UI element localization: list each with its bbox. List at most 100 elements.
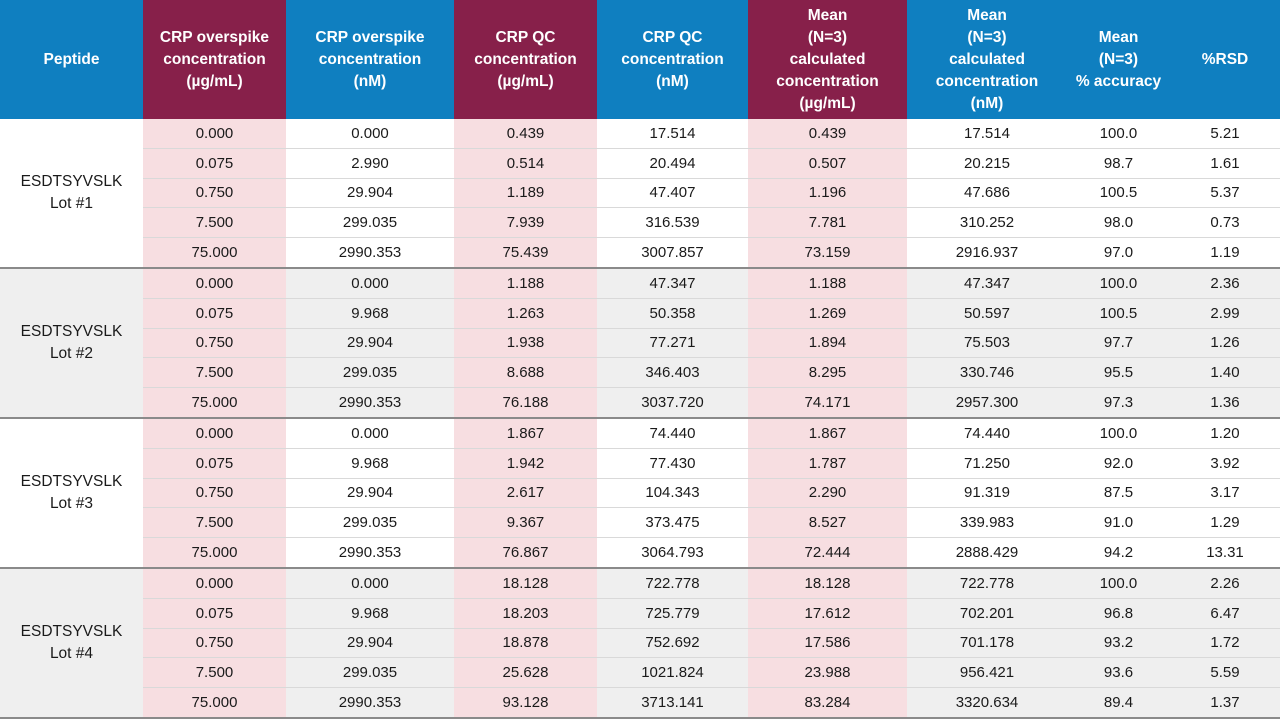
peptide-name: ESDTSYVSLK <box>20 172 123 190</box>
cell-mean-nm: 50.597 <box>907 298 1067 329</box>
cell-mean-ugml: 1.269 <box>748 298 907 329</box>
table-row: 75.000 2990.353 75.439 3007.857 73.159 2… <box>0 237 1280 269</box>
header-line: concentration <box>474 50 577 68</box>
header-line: Mean <box>1098 28 1139 46</box>
cell-qc-ugml: 25.628 <box>454 657 597 689</box>
header-line: concentration <box>935 72 1039 90</box>
cell-overspike-ugml: 7.500 <box>143 207 286 239</box>
cell-qc-ugml: 1.942 <box>454 448 597 479</box>
header-line: (nM) <box>970 94 1004 112</box>
header-line: Mean <box>807 6 848 24</box>
cell-overspike-nm: 2990.353 <box>286 237 454 269</box>
cell-accuracy: 100.5 <box>1067 298 1170 329</box>
cell-accuracy: 87.5 <box>1067 478 1170 509</box>
peptide-cell: ESDTSYVSLK Lot #4 <box>0 567 143 719</box>
cell-overspike-ugml: 0.750 <box>143 478 286 509</box>
header-line: (N=3) <box>967 28 1007 46</box>
cell-overspike-nm: 9.968 <box>286 598 454 629</box>
cell-qc-nm: 1021.824 <box>597 657 748 689</box>
table-row: 0.075 9.968 1.942 77.430 1.787 71.250 92… <box>0 448 1280 479</box>
cell-accuracy: 93.2 <box>1067 628 1170 659</box>
cell-rsd: 1.26 <box>1170 328 1280 359</box>
cell-mean-nm: 722.778 <box>907 567 1067 599</box>
cell-accuracy: 92.0 <box>1067 448 1170 479</box>
peptide-cell: ESDTSYVSLK Lot #3 <box>0 417 143 569</box>
cell-qc-nm: 47.347 <box>597 267 748 299</box>
header-line: CRP QC <box>495 28 556 46</box>
cell-qc-ugml: 7.939 <box>454 207 597 239</box>
cell-rsd: 3.17 <box>1170 478 1280 509</box>
cell-overspike-ugml: 0.075 <box>143 148 286 179</box>
cell-qc-nm: 77.271 <box>597 328 748 359</box>
cell-qc-ugml: 1.263 <box>454 298 597 329</box>
cell-mean-nm: 310.252 <box>907 207 1067 239</box>
cell-accuracy: 94.2 <box>1067 537 1170 569</box>
cell-mean-ugml: 23.988 <box>748 657 907 689</box>
cell-qc-nm: 74.440 <box>597 417 748 449</box>
cell-overspike-nm: 0.000 <box>286 267 454 299</box>
cell-overspike-nm: 9.968 <box>286 448 454 479</box>
cell-rsd: 1.29 <box>1170 507 1280 539</box>
cell-mean-ugml: 74.171 <box>748 387 907 419</box>
cell-accuracy: 100.0 <box>1067 417 1170 449</box>
cell-accuracy: 97.7 <box>1067 328 1170 359</box>
cell-overspike-ugml: 0.075 <box>143 298 286 329</box>
cell-mean-nm: 702.201 <box>907 598 1067 629</box>
cell-accuracy: 100.0 <box>1067 567 1170 599</box>
cell-overspike-ugml: 0.000 <box>143 267 286 299</box>
header-rsd: %RSD <box>1170 0 1280 119</box>
cell-mean-ugml: 7.781 <box>748 207 907 239</box>
cell-accuracy: 98.0 <box>1067 207 1170 239</box>
cell-accuracy: 96.8 <box>1067 598 1170 629</box>
cell-qc-ugml: 18.128 <box>454 567 597 599</box>
cell-accuracy: 97.3 <box>1067 387 1170 419</box>
cell-rsd: 5.37 <box>1170 178 1280 209</box>
header-mean-calc-nm: Mean (N=3) calculated concentration (nM) <box>907 0 1067 119</box>
header-line: (N=3) <box>807 28 848 46</box>
lot-label: Lot #3 <box>49 494 94 512</box>
header-line: CRP overspike <box>159 28 270 46</box>
cell-overspike-ugml: 0.750 <box>143 178 286 209</box>
cell-qc-nm: 47.407 <box>597 178 748 209</box>
cell-rsd: 13.31 <box>1170 537 1280 569</box>
peptide-name: ESDTSYVSLK <box>20 322 123 340</box>
cell-overspike-nm: 29.904 <box>286 628 454 659</box>
lot-label: Lot #4 <box>49 644 94 662</box>
header-mean-calc-ugml: Mean (N=3) calculated concentration (µg/… <box>748 0 907 119</box>
header-line: Mean <box>967 6 1007 24</box>
cell-accuracy: 100.0 <box>1067 119 1170 149</box>
cell-qc-nm: 17.514 <box>597 119 748 149</box>
cell-overspike-nm: 299.035 <box>286 207 454 239</box>
cell-overspike-ugml: 7.500 <box>143 507 286 539</box>
cell-qc-ugml: 0.514 <box>454 148 597 179</box>
table-row: 0.750 29.904 18.878 752.692 17.586 701.1… <box>0 628 1280 659</box>
table-row: 0.750 29.904 1.189 47.407 1.196 47.686 1… <box>0 178 1280 209</box>
header-overspike-ugml: CRP overspike concentration (µg/mL) <box>143 0 286 119</box>
cell-overspike-nm: 299.035 <box>286 507 454 539</box>
lot-group-4: ESDTSYVSLK Lot #4 0.000 0.000 18.128 722… <box>0 567 1280 719</box>
peptide-name: ESDTSYVSLK <box>20 622 123 640</box>
lot-group-3: ESDTSYVSLK Lot #3 0.000 0.000 1.867 74.4… <box>0 417 1280 569</box>
table-row: 75.000 2990.353 76.188 3037.720 74.171 2… <box>0 387 1280 419</box>
cell-overspike-ugml: 0.000 <box>143 567 286 599</box>
table-row: 0.075 9.968 1.263 50.358 1.269 50.597 10… <box>0 298 1280 329</box>
cell-mean-nm: 330.746 <box>907 357 1067 389</box>
cell-rsd: 0.73 <box>1170 207 1280 239</box>
table-row: 7.500 299.035 8.688 346.403 8.295 330.74… <box>0 357 1280 389</box>
cell-rsd: 1.36 <box>1170 387 1280 419</box>
lot-group-2: ESDTSYVSLK Lot #2 0.000 0.000 1.188 47.3… <box>0 267 1280 419</box>
cell-qc-ugml: 18.203 <box>454 598 597 629</box>
cell-overspike-nm: 0.000 <box>286 417 454 449</box>
header-line: (nM) <box>353 72 387 90</box>
cell-accuracy: 98.7 <box>1067 148 1170 179</box>
cell-qc-nm: 104.343 <box>597 478 748 509</box>
cell-qc-ugml: 2.617 <box>454 478 597 509</box>
cell-mean-ugml: 2.290 <box>748 478 907 509</box>
cell-mean-nm: 91.319 <box>907 478 1067 509</box>
cell-mean-ugml: 1.867 <box>748 417 907 449</box>
header-peptide: Peptide <box>0 0 143 119</box>
cell-qc-nm: 373.475 <box>597 507 748 539</box>
header-line: (µg/mL) <box>799 94 856 112</box>
cell-overspike-nm: 29.904 <box>286 178 454 209</box>
